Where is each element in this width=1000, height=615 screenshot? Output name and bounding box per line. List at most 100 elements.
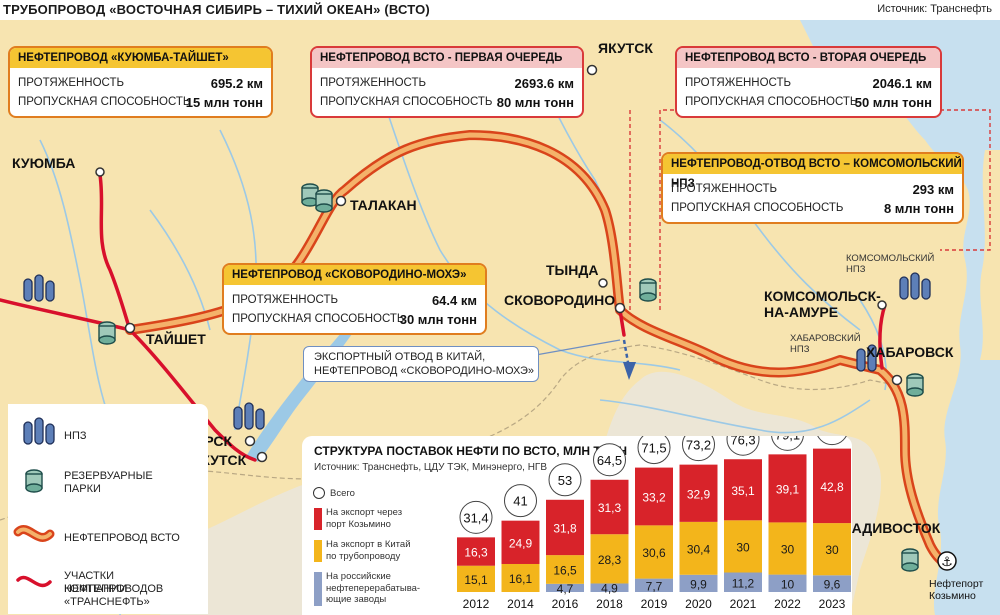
bar-segment xyxy=(546,555,584,584)
x-tick-label: 2012 xyxy=(463,597,490,611)
domestic-legend-label: На российские нефтеперерабатыва- ющие за… xyxy=(326,571,420,606)
export-legend-swatch xyxy=(314,508,322,530)
bar-segment xyxy=(457,537,495,566)
data-label: 28,3 xyxy=(598,553,622,567)
skovorodino-info-box: НЕФТЕПРОВОД «СКОВОРОДИНО-МОХЭ» ПРОТЯЖЕНН… xyxy=(222,263,487,335)
yakutsk-dot xyxy=(586,64,598,76)
kozmino-line1: Нефтепорт xyxy=(929,578,984,590)
bar-segment xyxy=(501,520,540,564)
x-tick-label: 2014 xyxy=(507,597,534,611)
total-circle xyxy=(817,436,847,446)
capacity-value: 8 млн тонн xyxy=(883,201,954,216)
city-khabarovsk: ХАБАРОВСК xyxy=(866,344,954,360)
bar-segment xyxy=(724,572,762,592)
angarsk-refinery-icon xyxy=(233,402,265,430)
kozmino-port-label: Нефтепорт Козьмино xyxy=(929,578,983,602)
length-value: 2693.6 км xyxy=(514,76,575,91)
data-label: 30 xyxy=(781,543,795,557)
svg-text:⚓: ⚓ xyxy=(941,555,953,570)
header-source: Источник: Транснефть xyxy=(877,3,992,15)
length-row: ПРОТЯЖЕННОСТЬ 64.4 км xyxy=(224,291,485,310)
export-legend-line1: На экспорт через xyxy=(326,507,403,518)
tank-icons xyxy=(98,183,924,572)
kozmino-line2: Козьмино xyxy=(929,590,976,602)
data-label: 39,1 xyxy=(776,482,800,496)
callout-line2: НЕФТЕПРОВОД «СКОВОРОДИНО-МОХЭ» xyxy=(314,365,534,377)
domestic-legend-swatch xyxy=(314,572,322,606)
anchor-icon: ⚓ xyxy=(937,551,957,571)
bar-segment xyxy=(546,583,584,592)
angarsk-dot xyxy=(244,435,256,447)
capacity-row: ПРОПУСКНАЯ СПОСОБНОСТЬ 30 млн тонн xyxy=(224,310,485,329)
map-legend: НПЗ РЕЗЕРВУАРНЫЕ ПАРКИ НЕФТЕПРОВОД ВСТО … xyxy=(8,404,208,614)
stacked-bar-chart: 15,1 16,3 31,4 2012 16,1 24,9 41 2014 4,7 16,5 31,… xyxy=(457,436,851,611)
total-label: 82,4 xyxy=(819,436,844,437)
city-tynda: ТЫНДА xyxy=(546,262,599,278)
capacity-row: ПРОПУСКНАЯ СПОСОБНОСТЬ 80 млн тонн xyxy=(312,93,582,112)
bar-segment xyxy=(546,499,584,556)
irkutsk-dot xyxy=(256,451,268,463)
bar-segment xyxy=(635,525,673,579)
length-label: ПРОТЯЖЕННОСТЬ xyxy=(232,294,339,306)
khabarovsk-tank-icon xyxy=(906,373,924,397)
komsomolsk-info-box: НЕФТЕПРОВОД-ОТВОД ВСТО – КОМСОМОЛЬСКИЙ Н… xyxy=(661,152,964,224)
export-legend-label: На экспорт через порт Козьмино xyxy=(326,507,402,530)
x-tick-label: 2019 xyxy=(641,597,668,611)
china-legend-swatch xyxy=(314,540,322,562)
khabarovsk-npz-label: ХАБАРОВСКИЙ НПЗ xyxy=(790,333,861,355)
total-label: 31,4 xyxy=(463,510,488,525)
china-legend-line2: по трубопроводу xyxy=(326,550,401,562)
callout-pointer xyxy=(529,339,621,357)
domestic-legend-line1: На российские xyxy=(326,571,391,582)
page-title: ТРУБОПРОВОД «ВОСТОЧНАЯ СИБИРЬ – ТИХИЙ ОК… xyxy=(3,2,430,17)
length-label: ПРОТЯЖЕННОСТЬ xyxy=(320,77,427,89)
data-label: 7,7 xyxy=(646,579,663,593)
city-taishet: ТАЙШЕТ xyxy=(146,331,206,347)
data-label: 16,5 xyxy=(553,563,577,577)
kozmino-tank-icon xyxy=(901,548,919,572)
capacity-label: ПРОПУСКНАЯ СПОСОБНОСТЬ xyxy=(18,96,191,108)
data-label: 16,1 xyxy=(509,572,533,586)
bar-segment xyxy=(590,534,629,584)
bar-segment xyxy=(679,574,718,592)
khabarovsk-dot xyxy=(891,374,903,386)
export-callout: ЭКСПОРТНЫЙ ОТВОД В КИТАЙ, НЕФТЕПРОВОД «С… xyxy=(303,346,539,382)
data-label: 42,8 xyxy=(820,480,844,494)
data-label: 16,3 xyxy=(464,546,488,560)
box-title: НЕФТЕПРОВОД «КУЮМБА-ТАЙШЕТ» xyxy=(10,48,271,68)
data-label: 30 xyxy=(825,543,839,557)
refinery-icons xyxy=(23,272,931,430)
chart-title: СТРУКТУРА ПОСТАВОК НЕФТИ ПО ВСТО, МЛН ТО… xyxy=(314,444,628,458)
total-label: 76,3 xyxy=(730,436,755,447)
box-title: НЕФТЕПРОВОД ВСТО - ПЕРВАЯ ОЧЕРЕДЬ xyxy=(312,48,582,68)
data-label: 30,4 xyxy=(687,542,711,556)
length-value: 2046.1 км xyxy=(872,76,933,91)
data-label: 32,9 xyxy=(687,487,711,501)
capacity-value: 30 млн тонн xyxy=(399,312,477,327)
total-circle xyxy=(682,436,715,462)
city-komsomolsk-line1: КОМСОМОЛЬСК- xyxy=(764,288,881,304)
city-vladivostok: ВЛАДИВОСТОК xyxy=(832,520,941,536)
komsomolsk-npz-line2: НПЗ xyxy=(846,264,866,275)
legend-transneft-line2: КОМПАНИИ «ТРАНСНЕФТЬ» xyxy=(64,583,150,608)
data-label: 31,8 xyxy=(553,521,577,535)
khabarovsk-npz-line1: ХАБАРОВСКИЙ xyxy=(790,333,861,344)
data-label: 15,1 xyxy=(464,573,488,587)
city-talakan: ТАЛАКАН xyxy=(350,197,417,213)
komsomolsk-npz-line1: КОМСОМОЛЬСКИЙ xyxy=(846,253,935,264)
legend-transneft-line1: УЧАСТКИ НЕФТЕПРОВОДОВ xyxy=(64,570,164,595)
domestic-legend-line2: нефтеперерабатыва- xyxy=(326,582,421,594)
sakhalin-island xyxy=(980,150,1000,360)
length-row: ПРОТЯЖЕННОСТЬ 695.2 км xyxy=(10,74,271,93)
length-value: 695.2 км xyxy=(210,76,263,91)
legend-refinery-icon xyxy=(23,417,55,445)
total-circle xyxy=(504,484,537,518)
city-kuyumba: КУЮМБА xyxy=(12,155,76,171)
legend-tanks-line2: ПАРКИ xyxy=(64,483,101,495)
bar-segment xyxy=(590,479,629,535)
x-tick-label: 2021 xyxy=(730,597,757,611)
total-circle xyxy=(459,500,493,534)
talakan-tank-icon xyxy=(301,183,333,213)
bar-segment xyxy=(724,459,762,521)
khabarovsk-npz-line2: НПЗ xyxy=(790,344,810,355)
